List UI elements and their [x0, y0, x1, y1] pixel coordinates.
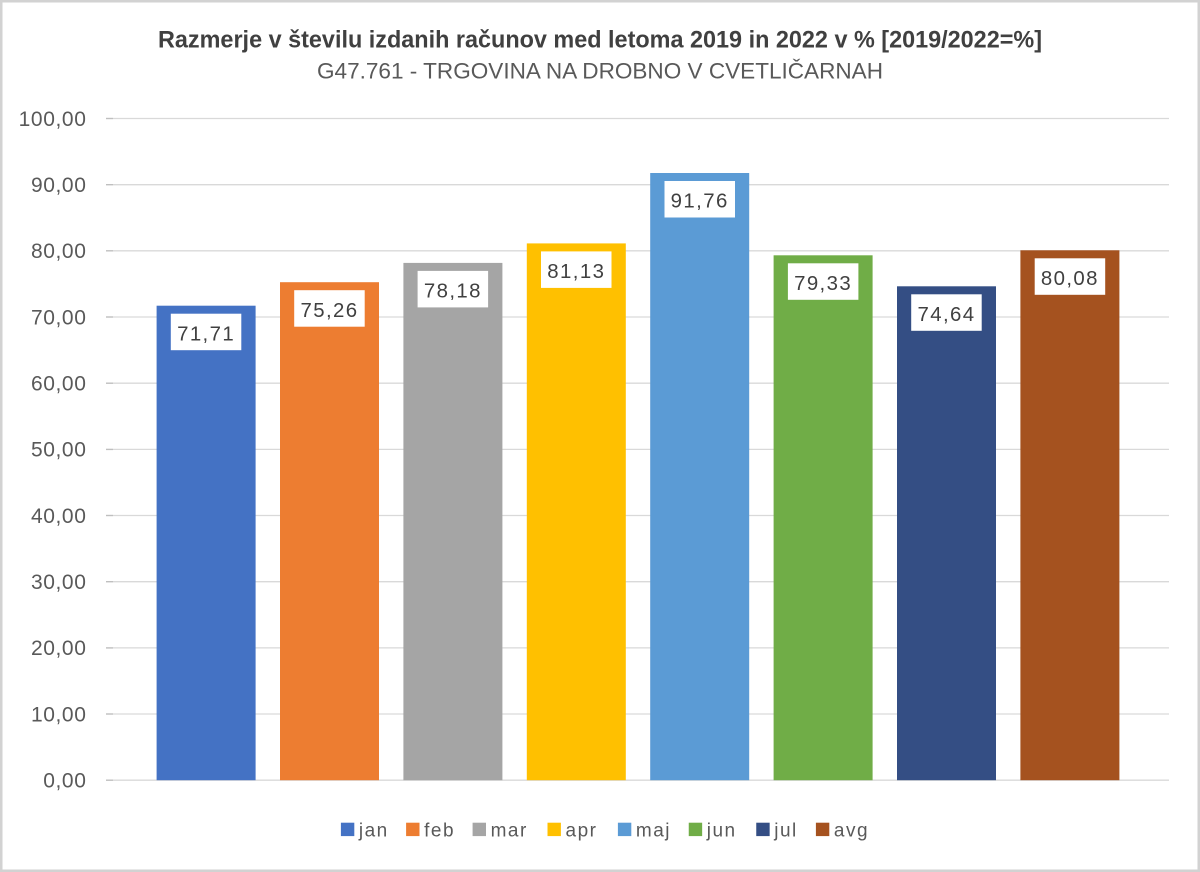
svg-text:jul: jul — [773, 820, 798, 841]
svg-text:79,33: 79,33 — [794, 273, 852, 295]
svg-text:jan: jan — [358, 820, 389, 841]
svg-text:70,00: 70,00 — [31, 306, 87, 329]
svg-text:100,00: 100,00 — [19, 108, 87, 131]
svg-text:91,76: 91,76 — [671, 191, 729, 213]
svg-text:20,00: 20,00 — [31, 637, 87, 660]
svg-text:Razmerje v številu izdanih rač: Razmerje v številu izdanih računov med l… — [158, 27, 1042, 54]
svg-text:apr: apr — [566, 820, 598, 841]
svg-text:10,00: 10,00 — [31, 703, 87, 726]
svg-text:80,00: 80,00 — [31, 240, 87, 263]
svg-text:78,18: 78,18 — [424, 281, 482, 303]
svg-text:80,08: 80,08 — [1041, 268, 1099, 290]
svg-text:75,26: 75,26 — [300, 300, 358, 322]
svg-text:maj: maj — [636, 820, 671, 841]
svg-text:50,00: 50,00 — [31, 439, 87, 462]
svg-text:60,00: 60,00 — [31, 373, 87, 396]
svg-text:0,00: 0,00 — [43, 770, 86, 793]
svg-text:G47.761 - TRGOVINA NA DROBNO V: G47.761 - TRGOVINA NA DROBNO V CVETLIČAR… — [317, 58, 883, 83]
svg-text:40,00: 40,00 — [31, 505, 87, 528]
svg-text:90,00: 90,00 — [31, 174, 87, 197]
svg-text:74,64: 74,64 — [917, 304, 975, 326]
svg-text:71,71: 71,71 — [177, 323, 235, 345]
svg-text:81,13: 81,13 — [547, 261, 605, 283]
svg-text:jun: jun — [706, 820, 737, 841]
svg-text:avg: avg — [834, 820, 869, 841]
svg-text:feb: feb — [424, 820, 455, 841]
svg-text:mar: mar — [491, 820, 528, 841]
svg-text:30,00: 30,00 — [31, 571, 87, 594]
